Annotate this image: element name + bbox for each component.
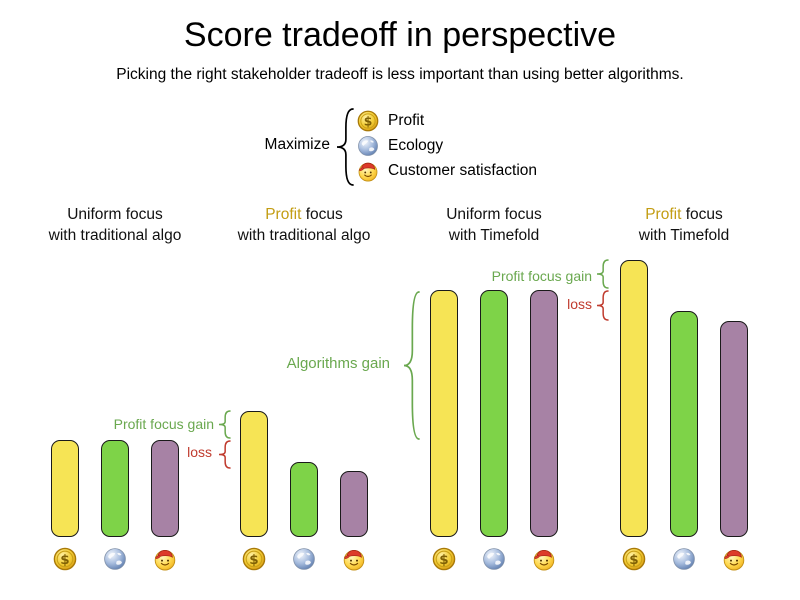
smiley-cap-icon bbox=[153, 547, 177, 571]
coin-dollar-icon: $ bbox=[622, 547, 646, 571]
legend-item-profit: $ Profit bbox=[357, 110, 424, 132]
bar-profit-group4 bbox=[620, 259, 648, 537]
bar-customer-group1 bbox=[151, 440, 179, 537]
svg-text:$: $ bbox=[629, 552, 638, 568]
coin-dollar-icon: $ bbox=[432, 547, 456, 571]
group-label-line1: Uniform focus bbox=[374, 204, 614, 225]
legend-maximize-label: Maximize bbox=[264, 136, 330, 153]
annotation-brace-g4-gain bbox=[596, 259, 609, 289]
group-label-highlight: Profit bbox=[265, 206, 302, 223]
bar-profit-group2 bbox=[240, 410, 268, 537]
annotation-g4-gain: Profit focus gain bbox=[491, 268, 592, 284]
page-title: Score tradeoff in perspective bbox=[183, 16, 617, 54]
bar-ecology-group3 bbox=[480, 289, 508, 537]
globe-icon bbox=[672, 547, 696, 571]
group-label-2: Profit focus with traditional algo bbox=[184, 204, 424, 246]
group-label-line2: with traditional algo bbox=[237, 227, 371, 244]
smiley-cap-icon bbox=[342, 547, 366, 571]
bar-ecology-group2 bbox=[290, 462, 318, 537]
group-label-line1: Uniform focus bbox=[0, 204, 235, 225]
svg-text:$: $ bbox=[439, 552, 448, 568]
bar-customer-group2 bbox=[340, 471, 368, 537]
svg-text:$: $ bbox=[249, 552, 258, 568]
group-label-line1: Profit focus bbox=[184, 204, 424, 225]
annotation-brace-g4-loss bbox=[596, 290, 609, 321]
legend-item-customer: Customer satisfaction bbox=[357, 160, 537, 182]
group-label-4: Profit focus with Timefold bbox=[564, 204, 800, 246]
subtitle: Picking the right stakeholder tradeoff i… bbox=[116, 66, 684, 83]
group-label-rest: Uniform focus bbox=[446, 206, 542, 223]
annotation-algorithms-gain: Algorithms gain bbox=[286, 355, 390, 372]
coin-dollar-icon: $ bbox=[53, 547, 77, 571]
bar-ecology-group1 bbox=[101, 440, 129, 537]
group-label-line2: with Timefold bbox=[638, 227, 730, 244]
bar-customer-group3 bbox=[530, 289, 558, 537]
svg-text:$: $ bbox=[364, 114, 373, 128]
group-label-1: Uniform focus with traditional algo bbox=[0, 204, 235, 246]
bar-profit-group1 bbox=[51, 440, 79, 537]
annotation-brace-algorithms-gain bbox=[403, 291, 420, 440]
group-label-line2: with traditional algo bbox=[48, 227, 182, 244]
bar-profit-group3 bbox=[430, 289, 458, 537]
coin-dollar-icon: $ bbox=[357, 110, 379, 132]
coin-dollar-icon: $ bbox=[242, 547, 266, 571]
group-label-3: Uniform focus with Timefold bbox=[374, 204, 614, 246]
legend-item-label: Profit bbox=[388, 112, 425, 129]
legend-item-ecology: Ecology bbox=[357, 135, 443, 157]
annotation-g4-loss: loss bbox=[567, 296, 592, 312]
smiley-cap-icon bbox=[722, 547, 746, 571]
group-label-line2: with Timefold bbox=[448, 227, 540, 244]
group-label-rest: focus bbox=[301, 206, 343, 223]
smiley-cap-icon bbox=[532, 547, 556, 571]
smiley-cap-icon bbox=[357, 160, 379, 182]
annotation-brace-g2-loss bbox=[218, 440, 231, 469]
legend-item-label: Customer satisfaction bbox=[388, 162, 538, 179]
globe-icon bbox=[357, 135, 379, 157]
legend-brace bbox=[336, 108, 354, 186]
bar-ecology-group4 bbox=[670, 311, 698, 537]
annotation-g2-loss: loss bbox=[187, 444, 212, 460]
bar-customer-group4 bbox=[720, 320, 748, 537]
group-label-line1: Profit focus bbox=[564, 204, 800, 225]
globe-icon bbox=[292, 547, 316, 571]
svg-text:$: $ bbox=[60, 552, 69, 568]
globe-icon bbox=[482, 547, 506, 571]
globe-icon bbox=[103, 547, 127, 571]
group-label-rest: focus bbox=[681, 206, 723, 223]
group-label-rest: Uniform focus bbox=[67, 206, 163, 223]
annotation-g2-gain: Profit focus gain bbox=[113, 416, 214, 432]
group-label-highlight: Profit bbox=[645, 206, 682, 223]
annotation-brace-g2-gain bbox=[218, 410, 231, 439]
legend-item-label: Ecology bbox=[388, 137, 444, 154]
